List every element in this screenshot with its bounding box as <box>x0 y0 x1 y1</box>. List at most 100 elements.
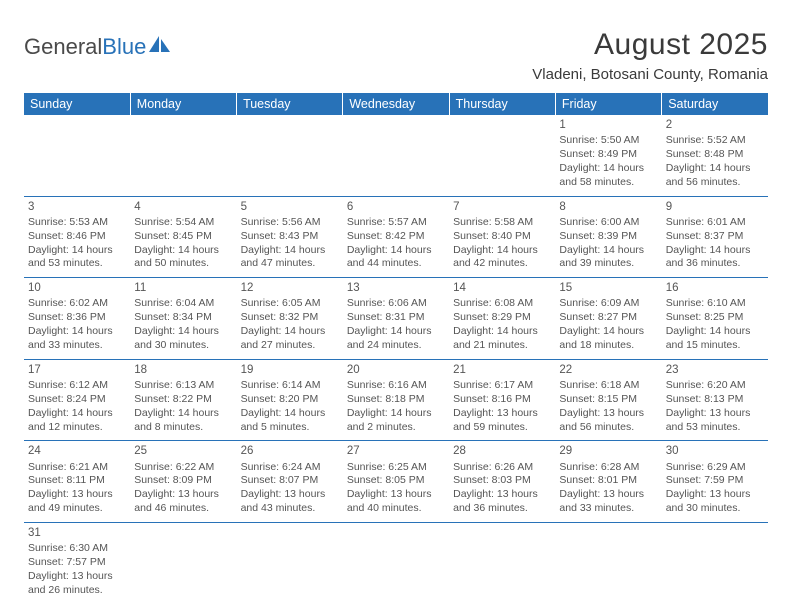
day-number: 29 <box>559 444 657 459</box>
day-number: 3 <box>28 200 126 215</box>
sunset-line: Sunset: 8:20 PM <box>241 393 339 407</box>
calendar-week-row: 1Sunrise: 5:50 AMSunset: 8:49 PMDaylight… <box>24 115 768 196</box>
day-number: 24 <box>28 444 126 459</box>
sunrise-line: Sunrise: 6:26 AM <box>453 461 551 475</box>
calendar-empty-cell <box>343 523 449 604</box>
day-number: 27 <box>347 444 445 459</box>
location-label: Vladeni, Botosani County, Romania <box>532 66 768 83</box>
calendar-week-row: 17Sunrise: 6:12 AMSunset: 8:24 PMDayligh… <box>24 359 768 441</box>
day-number: 28 <box>453 444 551 459</box>
calendar-empty-cell <box>130 523 236 604</box>
sunset-line: Sunset: 8:24 PM <box>28 393 126 407</box>
sunrise-line: Sunrise: 6:12 AM <box>28 379 126 393</box>
calendar-day-cell: 3Sunrise: 5:53 AMSunset: 8:46 PMDaylight… <box>24 196 130 278</box>
weekday-header: Thursday <box>449 93 555 115</box>
sunrise-line: Sunrise: 6:21 AM <box>28 461 126 475</box>
sunset-line: Sunset: 8:45 PM <box>134 230 232 244</box>
sunset-line: Sunset: 8:09 PM <box>134 474 232 488</box>
day-number: 20 <box>347 363 445 378</box>
calendar-day-cell: 21Sunrise: 6:17 AMSunset: 8:16 PMDayligh… <box>449 359 555 441</box>
calendar-day-cell: 18Sunrise: 6:13 AMSunset: 8:22 PMDayligh… <box>130 359 236 441</box>
day-number: 9 <box>666 200 764 215</box>
calendar-week-row: 31Sunrise: 6:30 AMSunset: 7:57 PMDayligh… <box>24 523 768 604</box>
calendar-day-cell: 26Sunrise: 6:24 AMSunset: 8:07 PMDayligh… <box>237 441 343 523</box>
sunset-line: Sunset: 8:46 PM <box>28 230 126 244</box>
calendar-day-cell: 30Sunrise: 6:29 AMSunset: 7:59 PMDayligh… <box>662 441 768 523</box>
calendar-empty-cell <box>449 115 555 196</box>
sunset-line: Sunset: 8:40 PM <box>453 230 551 244</box>
calendar-page: GeneralBlue August 2025 Vladeni, Botosan… <box>0 0 792 614</box>
sunset-line: Sunset: 8:05 PM <box>347 474 445 488</box>
calendar-day-cell: 19Sunrise: 6:14 AMSunset: 8:20 PMDayligh… <box>237 359 343 441</box>
calendar-day-cell: 6Sunrise: 5:57 AMSunset: 8:42 PMDaylight… <box>343 196 449 278</box>
sunrise-line: Sunrise: 6:10 AM <box>666 297 764 311</box>
day-number: 21 <box>453 363 551 378</box>
daylight-line: and 44 minutes. <box>347 257 445 271</box>
day-number: 12 <box>241 281 339 296</box>
daylight-line: and 47 minutes. <box>241 257 339 271</box>
calendar-day-cell: 25Sunrise: 6:22 AMSunset: 8:09 PMDayligh… <box>130 441 236 523</box>
calendar-empty-cell <box>343 115 449 196</box>
sunrise-line: Sunrise: 6:01 AM <box>666 216 764 230</box>
sunset-line: Sunset: 8:27 PM <box>559 311 657 325</box>
daylight-line: and 33 minutes. <box>559 502 657 516</box>
daylight-line: and 46 minutes. <box>134 502 232 516</box>
sunset-line: Sunset: 8:01 PM <box>559 474 657 488</box>
daylight-line: and 24 minutes. <box>347 339 445 353</box>
sunset-line: Sunset: 8:39 PM <box>559 230 657 244</box>
daylight-line: Daylight: 14 hours <box>453 244 551 258</box>
day-number: 11 <box>134 281 232 296</box>
calendar-day-cell: 28Sunrise: 6:26 AMSunset: 8:03 PMDayligh… <box>449 441 555 523</box>
sunset-line: Sunset: 8:16 PM <box>453 393 551 407</box>
brand-part1: General <box>24 34 102 60</box>
brand-logo: GeneralBlue <box>24 34 172 60</box>
daylight-line: Daylight: 14 hours <box>28 407 126 421</box>
calendar-empty-cell <box>449 523 555 604</box>
daylight-line: and 26 minutes. <box>28 584 126 598</box>
daylight-line: Daylight: 14 hours <box>28 244 126 258</box>
calendar-day-cell: 12Sunrise: 6:05 AMSunset: 8:32 PMDayligh… <box>237 278 343 360</box>
daylight-line: and 50 minutes. <box>134 257 232 271</box>
daylight-line: Daylight: 14 hours <box>241 325 339 339</box>
sunrise-line: Sunrise: 6:20 AM <box>666 379 764 393</box>
sunset-line: Sunset: 8:25 PM <box>666 311 764 325</box>
brand-part2: Blue <box>102 34 146 60</box>
day-number: 8 <box>559 200 657 215</box>
sunrise-line: Sunrise: 5:50 AM <box>559 134 657 148</box>
sunrise-line: Sunrise: 6:04 AM <box>134 297 232 311</box>
calendar-empty-cell <box>237 523 343 604</box>
sunrise-line: Sunrise: 6:16 AM <box>347 379 445 393</box>
daylight-line: Daylight: 14 hours <box>559 162 657 176</box>
day-number: 26 <box>241 444 339 459</box>
daylight-line: Daylight: 13 hours <box>241 488 339 502</box>
sunset-line: Sunset: 8:13 PM <box>666 393 764 407</box>
sunrise-line: Sunrise: 6:28 AM <box>559 461 657 475</box>
daylight-line: Daylight: 13 hours <box>134 488 232 502</box>
calendar-day-cell: 13Sunrise: 6:06 AMSunset: 8:31 PMDayligh… <box>343 278 449 360</box>
daylight-line: and 36 minutes. <box>666 257 764 271</box>
calendar-day-cell: 9Sunrise: 6:01 AMSunset: 8:37 PMDaylight… <box>662 196 768 278</box>
daylight-line: Daylight: 14 hours <box>666 244 764 258</box>
day-number: 4 <box>134 200 232 215</box>
calendar-day-cell: 11Sunrise: 6:04 AMSunset: 8:34 PMDayligh… <box>130 278 236 360</box>
day-number: 1 <box>559 118 657 133</box>
day-number: 10 <box>28 281 126 296</box>
daylight-line: and 53 minutes. <box>666 421 764 435</box>
sunset-line: Sunset: 8:22 PM <box>134 393 232 407</box>
sunrise-line: Sunrise: 6:00 AM <box>559 216 657 230</box>
daylight-line: Daylight: 13 hours <box>453 407 551 421</box>
daylight-line: and 59 minutes. <box>453 421 551 435</box>
daylight-line: and 36 minutes. <box>453 502 551 516</box>
sunset-line: Sunset: 8:15 PM <box>559 393 657 407</box>
calendar-table: SundayMondayTuesdayWednesdayThursdayFrid… <box>24 93 768 604</box>
sunrise-line: Sunrise: 6:17 AM <box>453 379 551 393</box>
daylight-line: Daylight: 13 hours <box>28 570 126 584</box>
calendar-day-cell: 8Sunrise: 6:00 AMSunset: 8:39 PMDaylight… <box>555 196 661 278</box>
sunrise-line: Sunrise: 5:58 AM <box>453 216 551 230</box>
weekday-header: Saturday <box>662 93 768 115</box>
daylight-line: Daylight: 14 hours <box>134 407 232 421</box>
weekday-header: Tuesday <box>237 93 343 115</box>
day-number: 25 <box>134 444 232 459</box>
sunrise-line: Sunrise: 6:02 AM <box>28 297 126 311</box>
calendar-empty-cell <box>555 523 661 604</box>
